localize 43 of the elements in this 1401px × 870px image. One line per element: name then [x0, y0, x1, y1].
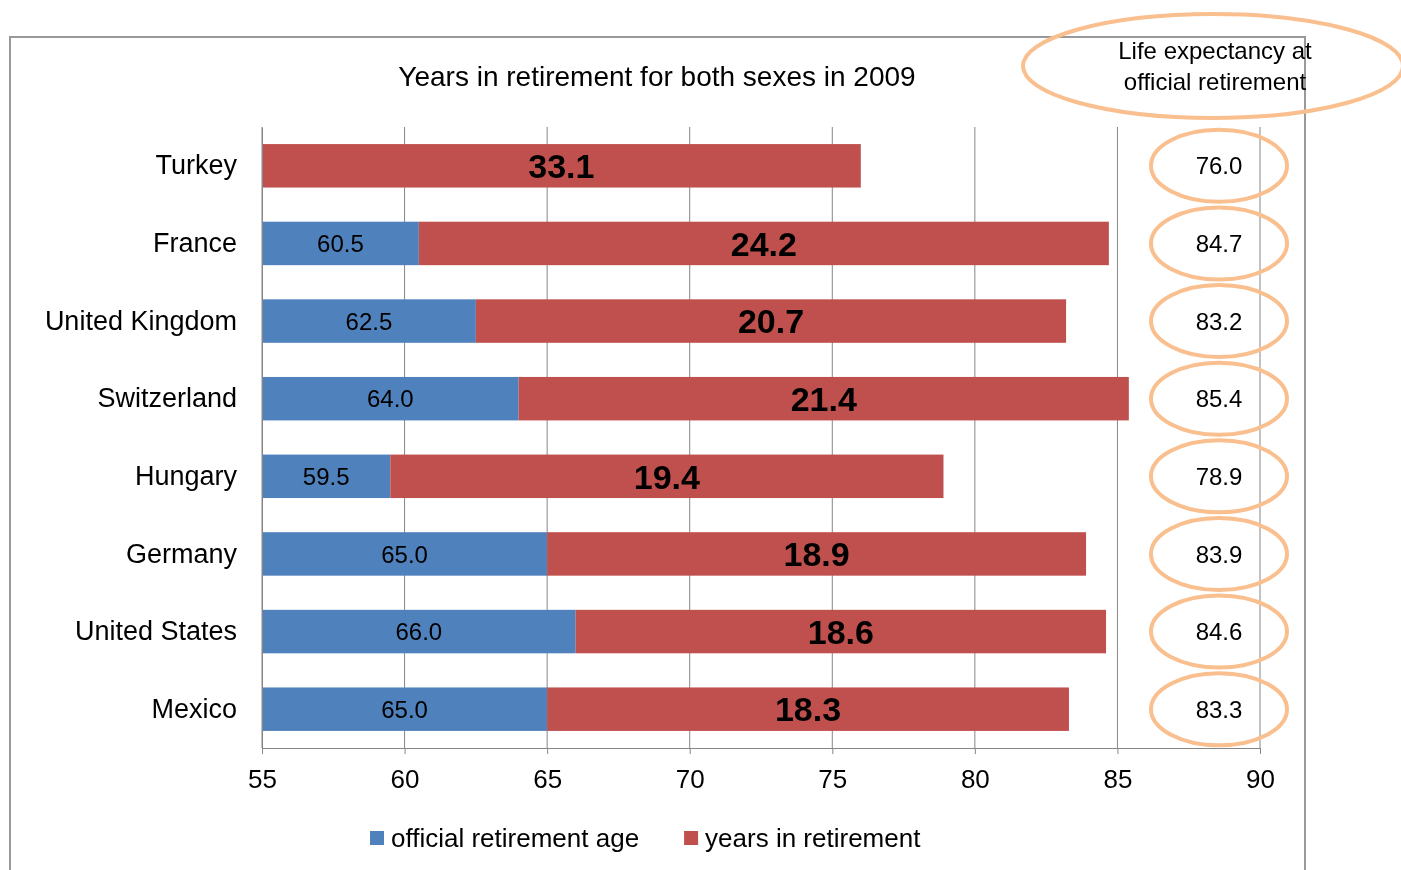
annotation: 78.9 [1195, 462, 1243, 490]
legend-label: official retirement age [391, 823, 640, 854]
data-label: 62.5 [345, 307, 393, 335]
y-tick-label: Mexico [151, 693, 237, 724]
data-label: 24.2 [730, 224, 797, 263]
annotation: 85.4 [1195, 385, 1243, 413]
data-label: 19.4 [633, 457, 701, 496]
data-label: 65.0 [381, 695, 428, 723]
annotation: 83.2 [1195, 307, 1243, 335]
annotation: 84.7 [1195, 230, 1243, 258]
x-tick-label: 60 [390, 764, 420, 795]
x-tick-label: 65 [533, 764, 563, 795]
annotation: 83.9 [1195, 540, 1243, 568]
y-tick-label: Hungary [134, 460, 238, 491]
x-tick-label: 70 [675, 764, 705, 795]
y-tick-label: Switzerland [97, 383, 237, 414]
y-tick-label: Turkey [155, 150, 238, 181]
y-tick-label: France [152, 228, 237, 259]
data-label: 59.5 [302, 462, 350, 490]
x-tick-label: 75 [818, 764, 848, 795]
annotation: 76.0 [1195, 152, 1243, 180]
x-tick-label: 80 [960, 764, 990, 795]
x-tick-label: 90 [1246, 764, 1275, 795]
data-label: 64.0 [366, 385, 414, 413]
legend-label: years in retirement [705, 823, 922, 854]
y-tick-label: Germany [125, 538, 238, 569]
data-label: 60.5 [317, 230, 364, 258]
data-label: 65.0 [381, 540, 428, 568]
data-label: 18.3 [774, 690, 842, 729]
y-tick-label: United Kingdom [44, 305, 237, 336]
data-label: 33.1 [528, 147, 595, 186]
chart-title: Years in retirement for both sexes in 2009 [398, 61, 916, 92]
data-label: 18.6 [807, 612, 874, 651]
annotation: 83.3 [1195, 695, 1243, 723]
text: Life expectancy at official retirement [1118, 37, 1313, 96]
data-label: 18.9 [783, 535, 850, 574]
data-label: 20.7 [737, 302, 805, 341]
annotation: 84.6 [1195, 618, 1243, 646]
data-label: 21.4 [790, 379, 857, 418]
x-tick-label: 85 [1103, 764, 1133, 795]
data-label: 66.0 [395, 618, 443, 646]
y-tick-label: United States [74, 616, 237, 647]
x-tick-label: 55 [248, 764, 277, 795]
